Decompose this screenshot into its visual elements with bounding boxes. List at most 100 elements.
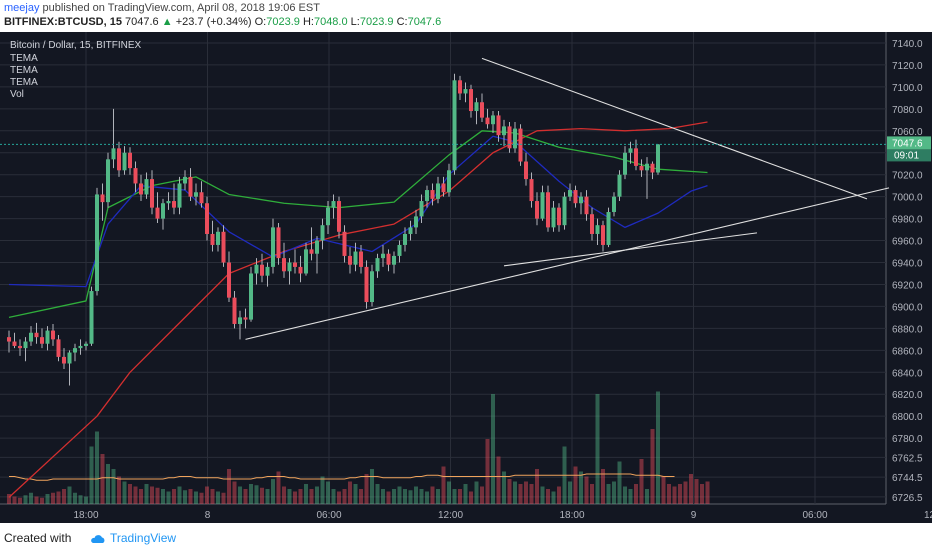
volume-bar (320, 476, 325, 504)
volume-bar (177, 486, 182, 504)
volume-bar (243, 489, 248, 504)
volume-bar (370, 469, 374, 504)
published-text: published on TradingView.com, April 08, … (42, 2, 320, 14)
candle-body (337, 201, 341, 232)
volume-bar (524, 481, 528, 504)
volume-bar (161, 489, 165, 504)
price-tick-label: 6840.0 (892, 368, 923, 379)
candle-body (183, 176, 187, 184)
time-tick-label: 9 (691, 510, 697, 521)
candle-body (546, 192, 550, 228)
volume-bar (425, 491, 429, 504)
legend-item: TEMA (10, 77, 38, 88)
candle-body (513, 128, 517, 149)
volume-ma-line (9, 473, 675, 481)
candle-body (656, 144, 660, 173)
volume-bar (507, 479, 512, 504)
candle-body (639, 165, 644, 171)
candle-body (414, 216, 418, 228)
low-value: 7023.9 (359, 16, 394, 28)
volume-bar (474, 481, 479, 504)
candle-body (315, 240, 319, 254)
volume-bar (590, 484, 594, 504)
tradingview-brand[interactable]: TradingView (90, 531, 176, 545)
volume-bar (436, 489, 440, 504)
price-tick-label: 6762.5 (892, 453, 923, 464)
volume-bar (408, 490, 413, 504)
volume-bar (551, 491, 556, 504)
candle-body (67, 352, 72, 364)
price-tick-label: 6820.0 (892, 390, 923, 401)
volume-bar (535, 469, 539, 504)
volume-bar (447, 481, 451, 504)
volume-bar (216, 491, 220, 504)
candle-body (540, 192, 545, 219)
volume-bar (84, 496, 88, 504)
candle-body (161, 203, 165, 219)
volume-bar (304, 484, 308, 504)
volume-bar (89, 446, 94, 504)
volume-bar (441, 466, 446, 504)
candle-body (381, 253, 385, 259)
candle-body (392, 255, 396, 265)
volume-bar (265, 489, 270, 504)
candle-body (227, 262, 231, 298)
candle-body (573, 190, 578, 204)
volume-bar (183, 490, 187, 504)
candle-body (23, 341, 28, 349)
candle-body (507, 126, 512, 149)
candle-body (562, 196, 567, 226)
volume-bar (331, 489, 336, 504)
volume-bar (144, 484, 149, 504)
candle-body (408, 227, 413, 234)
candle-body (359, 251, 363, 267)
candle-body (51, 330, 55, 340)
volume-bar (584, 476, 589, 504)
price-tick-label: 6920.0 (892, 280, 923, 291)
lower-trendline (245, 187, 890, 340)
candle-body (601, 225, 605, 245)
volume-bar (34, 496, 39, 504)
candle-body (386, 253, 391, 265)
candle-body (34, 332, 39, 338)
time-tick-label: 18:00 (559, 510, 584, 521)
candle-body (128, 152, 132, 169)
candle-body (282, 258, 286, 272)
volume-bar (359, 489, 363, 504)
publish-line: meejay published on TradingView.com, Apr… (4, 2, 320, 14)
created-with-text: Created with (4, 531, 72, 545)
volume-bar (210, 489, 215, 504)
legend-item: Vol (10, 89, 24, 100)
candle-body (221, 231, 226, 263)
author-link[interactable]: meejay (4, 2, 40, 14)
chart-area[interactable]: 7140.07120.07100.07080.07060.07040.07020… (0, 32, 932, 523)
legend-item: TEMA (10, 65, 38, 76)
volume-bar (348, 481, 352, 504)
candle-body (557, 207, 561, 226)
volume-bar (326, 481, 330, 504)
price-tag-bg (887, 136, 931, 150)
price-tag-label: 7047.6 (892, 138, 923, 149)
candle-body (7, 337, 11, 342)
close-value: 7047.6 (407, 16, 442, 28)
volume-bar (381, 489, 385, 504)
volume-bar (51, 492, 55, 504)
volume-bar (67, 486, 72, 504)
candle-body (606, 212, 611, 245)
last-price: 7047.6 (125, 16, 159, 28)
volume-bar (23, 495, 28, 504)
candle-body (249, 273, 253, 320)
volume-bar (518, 484, 523, 504)
volume-bar (12, 496, 17, 504)
candle-body (584, 196, 589, 215)
volume-bar (694, 479, 699, 504)
volume-bar (95, 431, 99, 504)
candlestick-chart[interactable]: 7140.07120.07100.07080.07060.07040.07020… (0, 32, 932, 523)
price-tick-label: 6726.5 (892, 493, 923, 504)
ohlc-line: BITFINEX:BTCUSD, 15 7047.6 ▲ +23.7 (+0.3… (4, 16, 441, 28)
candle-body (62, 356, 66, 364)
low-label: L: (350, 16, 360, 28)
candle-body (568, 190, 572, 197)
time-tick-label: 12:00 (438, 510, 463, 521)
candle-body (232, 297, 237, 324)
